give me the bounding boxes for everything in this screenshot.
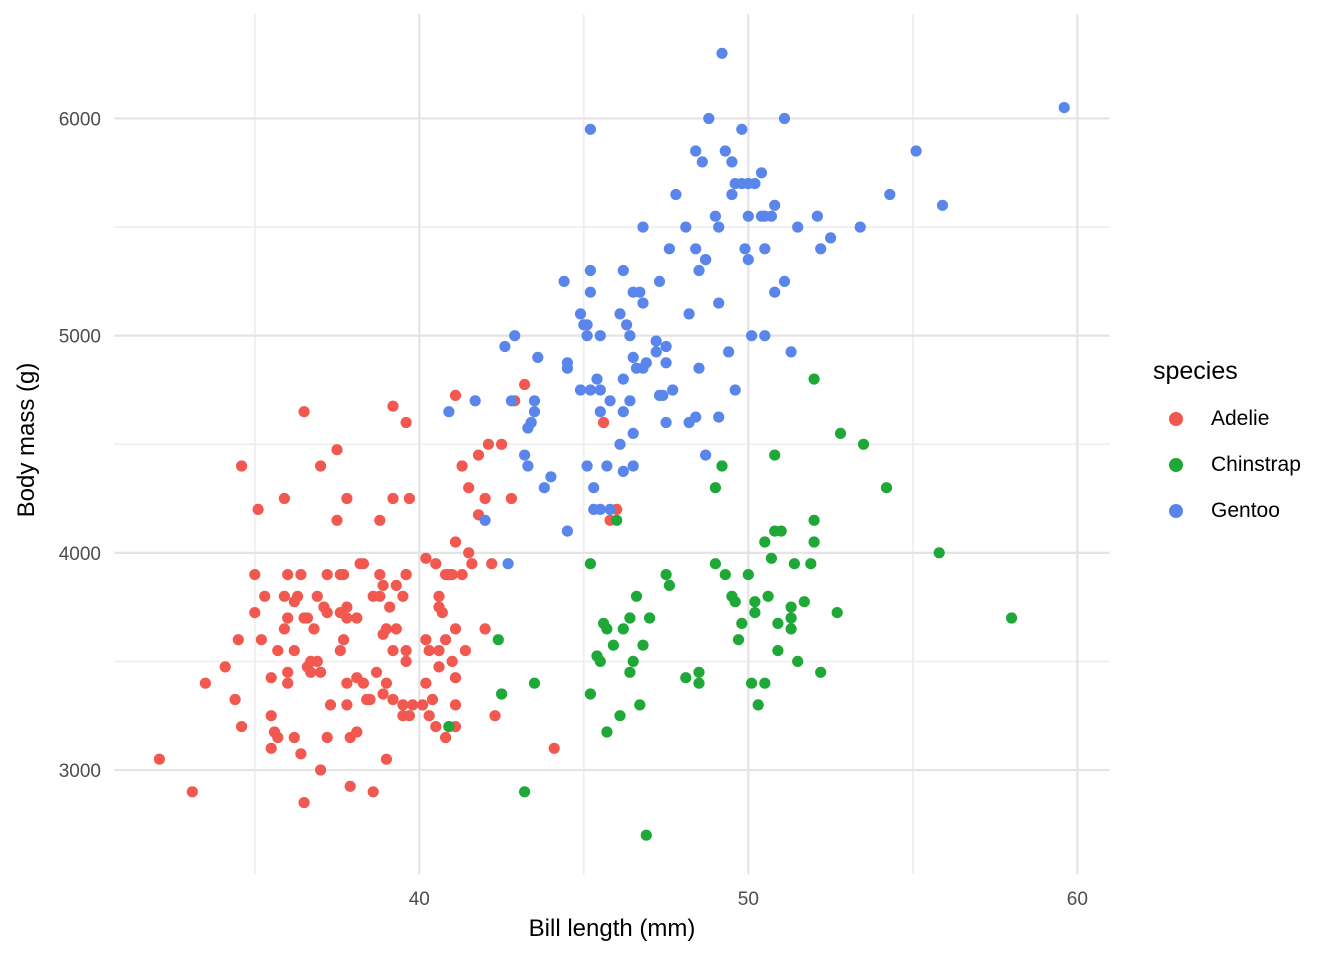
y-tick-label: 6000 bbox=[59, 109, 101, 130]
gridlines-minor bbox=[114, 14, 1110, 875]
legend-item-chinstrap: Chinstrap bbox=[1153, 451, 1301, 479]
x-tick-label: 50 bbox=[738, 889, 759, 910]
points-chinstrap bbox=[443, 373, 1018, 841]
legend-label-adelie: Adelie bbox=[1211, 407, 1270, 430]
x-axis-title: Bill length (mm) bbox=[528, 915, 696, 942]
y-tick-label: 4000 bbox=[59, 544, 101, 565]
gentoo-color-swatch bbox=[1169, 504, 1183, 518]
x-tick-label: 60 bbox=[1067, 889, 1088, 910]
x-tick-label: 40 bbox=[409, 889, 430, 910]
legend-item-adelie: Adelie bbox=[1153, 405, 1301, 433]
legend-label-gentoo: Gentoo bbox=[1211, 499, 1280, 522]
y-axis-tick-labels: 3000 4000 5000 6000 bbox=[59, 109, 101, 782]
x-axis-tick-labels: 40 50 60 bbox=[409, 889, 1088, 910]
y-tick-label: 3000 bbox=[59, 761, 101, 782]
adelie-color-swatch bbox=[1169, 412, 1183, 426]
legend: species Adelie Chinstrap Gentoo bbox=[1153, 355, 1301, 525]
chinstrap-color-swatch bbox=[1169, 458, 1183, 472]
legend-item-gentoo: Gentoo bbox=[1153, 497, 1301, 525]
y-axis-title: Body mass (g) bbox=[13, 362, 40, 518]
gridlines-major bbox=[114, 14, 1110, 875]
legend-title: species bbox=[1153, 357, 1238, 385]
points-adelie bbox=[153, 378, 623, 809]
y-tick-label: 5000 bbox=[59, 327, 101, 348]
legend-label-chinstrap: Chinstrap bbox=[1211, 453, 1301, 476]
points-gentoo bbox=[443, 47, 1070, 570]
